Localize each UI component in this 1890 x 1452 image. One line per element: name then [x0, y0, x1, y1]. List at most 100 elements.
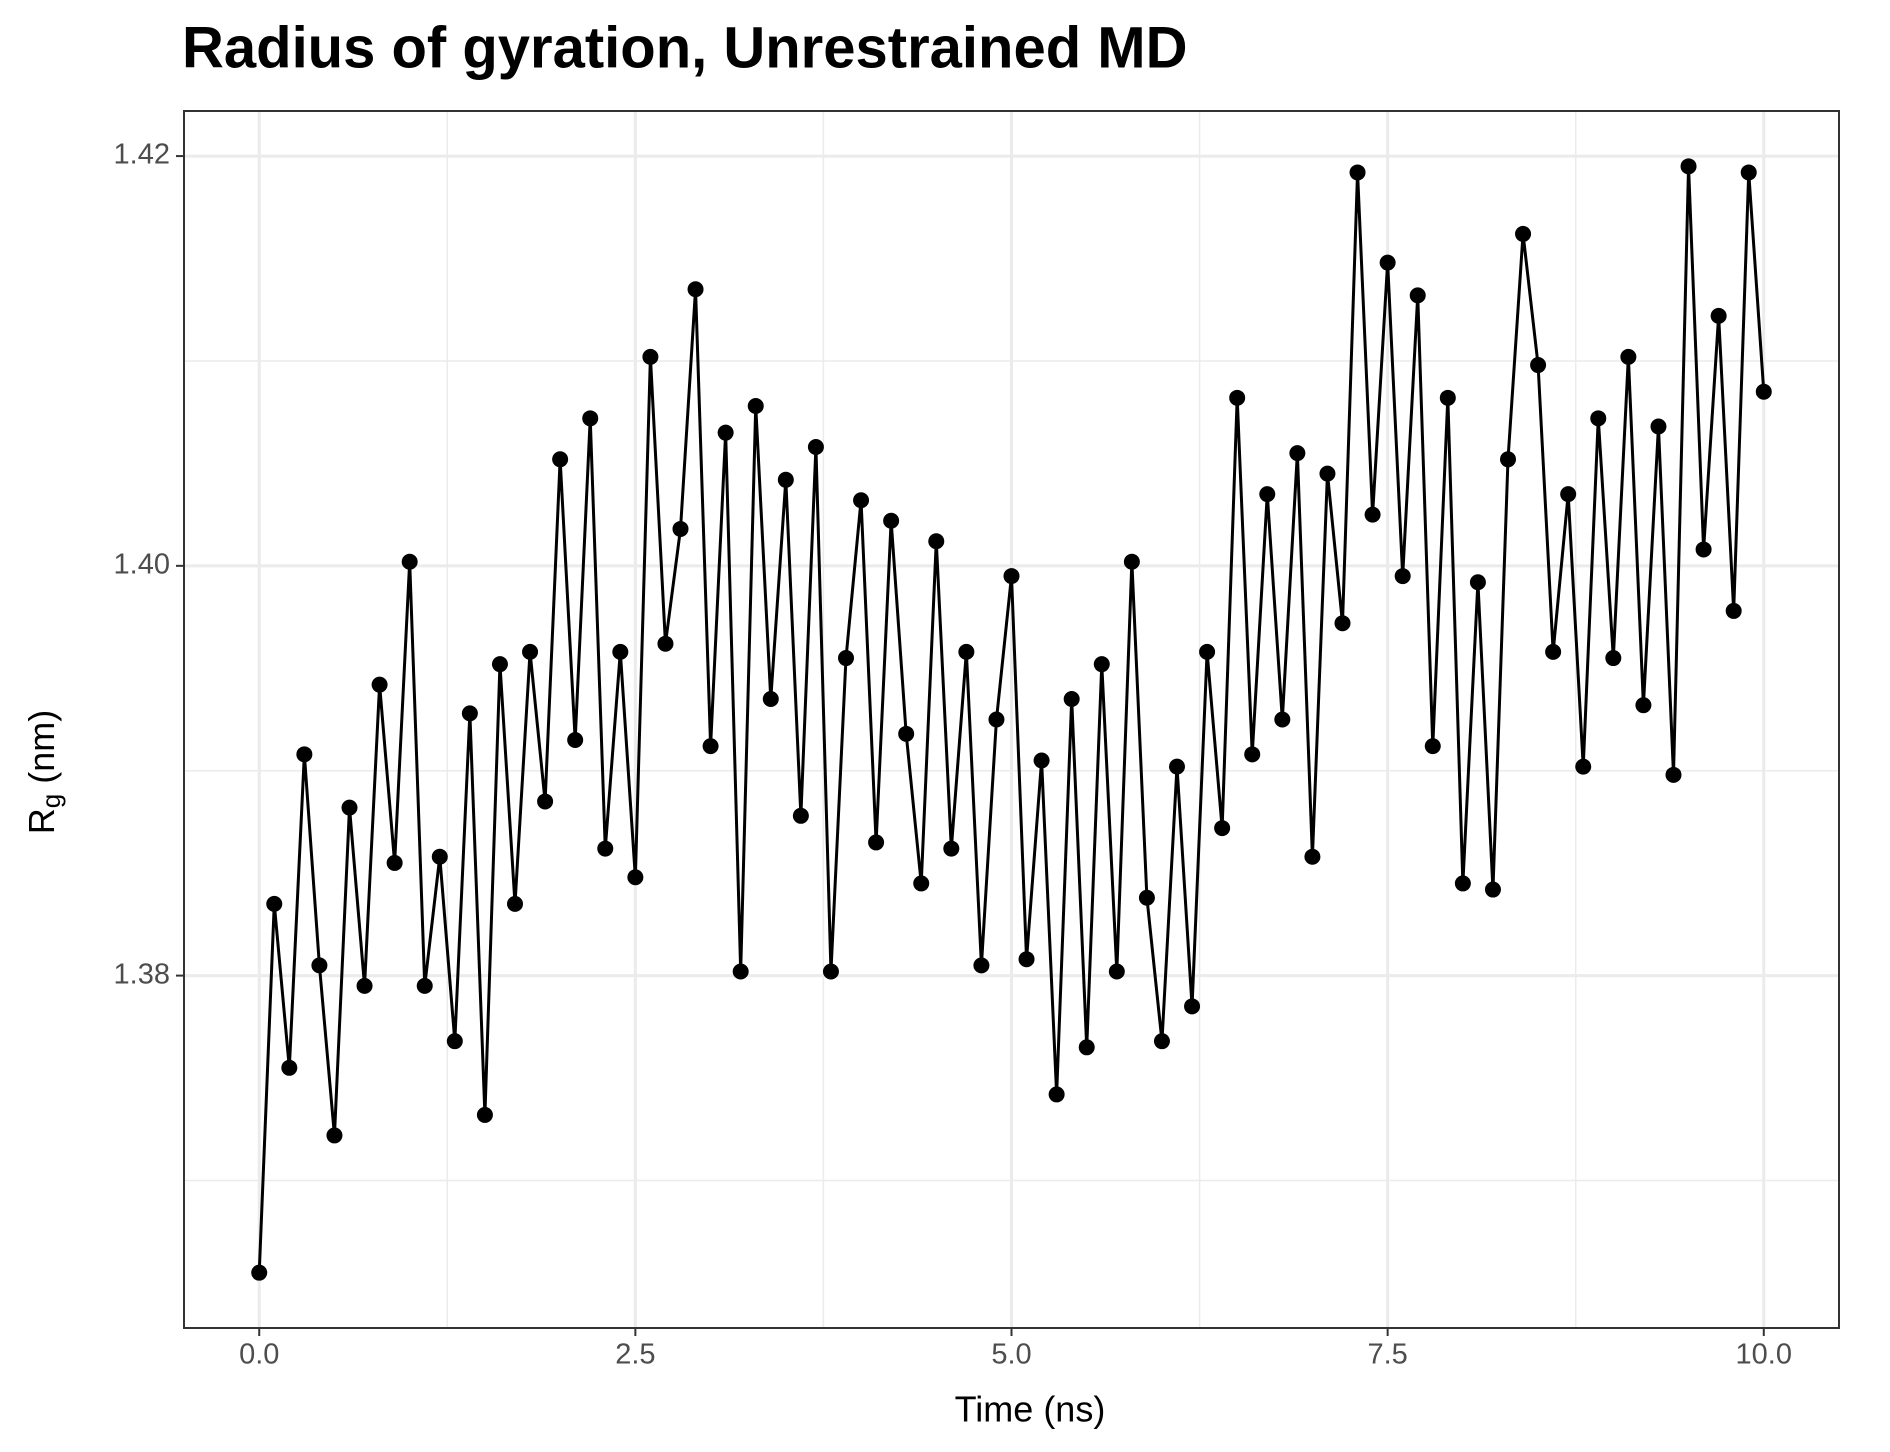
- y-axis-title: Rg (nm): [21, 710, 66, 834]
- point: [1169, 758, 1185, 775]
- point: [717, 424, 734, 441]
- point: [1033, 752, 1050, 769]
- point: [792, 807, 809, 824]
- x-tick-label: 2.5: [615, 1339, 655, 1371]
- point: [1680, 158, 1697, 175]
- point: [1605, 650, 1622, 667]
- point: [371, 676, 388, 693]
- point: [1635, 697, 1652, 714]
- point: [627, 869, 644, 886]
- point: [1710, 307, 1727, 324]
- point: [1515, 225, 1532, 242]
- y-tick-label: 1.42: [114, 139, 170, 171]
- point: [838, 650, 854, 667]
- point: [1469, 574, 1486, 591]
- point: [1665, 766, 1682, 783]
- chart-title: Radius of gyration, Unrestrained MD: [182, 15, 1187, 80]
- x-tick-label: 5.0: [991, 1339, 1031, 1371]
- point: [1755, 383, 1772, 400]
- point: [1409, 287, 1426, 304]
- point: [386, 854, 403, 871]
- point: [1530, 357, 1547, 374]
- point: [326, 1127, 343, 1144]
- point: [943, 840, 960, 857]
- point: [958, 643, 975, 660]
- point: [1289, 445, 1306, 462]
- x-tick-label: 0.0: [239, 1339, 279, 1371]
- point: [687, 281, 704, 298]
- point: [1093, 656, 1110, 673]
- point: [657, 635, 674, 652]
- y-label-subscript: g: [36, 794, 66, 808]
- point: [491, 656, 508, 673]
- point: [1349, 164, 1366, 181]
- x-axis-title: Time (ns): [955, 1389, 1106, 1430]
- point: [507, 895, 523, 912]
- point: [1484, 881, 1501, 898]
- point: [1244, 746, 1261, 763]
- point: [266, 895, 283, 912]
- point: [1319, 465, 1336, 482]
- point: [913, 875, 930, 892]
- point: [1274, 711, 1291, 728]
- point: [356, 977, 373, 994]
- point: [537, 793, 554, 810]
- point: [1259, 486, 1276, 503]
- point: [1545, 643, 1562, 660]
- point: [1018, 951, 1035, 968]
- point: [898, 725, 915, 742]
- point: [582, 410, 599, 427]
- point: [1620, 348, 1637, 365]
- point: [928, 533, 945, 550]
- point: [446, 1033, 463, 1050]
- point: [732, 963, 749, 980]
- point: [883, 512, 900, 529]
- y-tick-label: 1.38: [114, 958, 170, 990]
- point: [1334, 615, 1351, 632]
- point: [401, 553, 418, 570]
- point: [311, 957, 328, 974]
- point: [1123, 553, 1140, 570]
- point: [807, 439, 824, 456]
- point: [416, 977, 433, 994]
- point: [1304, 848, 1321, 865]
- point: [597, 840, 614, 857]
- point: [1439, 389, 1456, 406]
- point: [642, 348, 659, 365]
- point: [341, 799, 358, 816]
- point: [822, 963, 839, 980]
- point: [1725, 602, 1742, 619]
- point: [522, 643, 539, 660]
- point: [1214, 820, 1231, 837]
- point: [476, 1106, 493, 1123]
- point: [612, 643, 629, 660]
- point: [461, 705, 478, 722]
- point: [1078, 1039, 1095, 1056]
- point: [747, 398, 764, 415]
- point: [1424, 738, 1441, 755]
- point: [868, 834, 885, 851]
- point: [1229, 389, 1246, 406]
- point: [1108, 963, 1125, 980]
- point: [973, 957, 990, 974]
- point: [1003, 568, 1020, 585]
- point: [296, 746, 313, 763]
- x-tick-label: 10.0: [1736, 1339, 1792, 1371]
- point: [1590, 410, 1607, 427]
- point: [1364, 506, 1381, 523]
- point: [1184, 998, 1201, 1015]
- point: [1379, 254, 1396, 271]
- point: [702, 738, 719, 755]
- point: [1048, 1086, 1065, 1103]
- point: [1560, 486, 1577, 503]
- y-label-unit: (nm): [21, 710, 62, 784]
- point: [1454, 875, 1471, 892]
- y-label-symbol: R: [21, 808, 62, 834]
- point: [1138, 889, 1155, 906]
- point: [988, 711, 1005, 728]
- point: [431, 848, 448, 865]
- point: [281, 1059, 298, 1076]
- point: [1153, 1033, 1170, 1050]
- point: [251, 1264, 268, 1281]
